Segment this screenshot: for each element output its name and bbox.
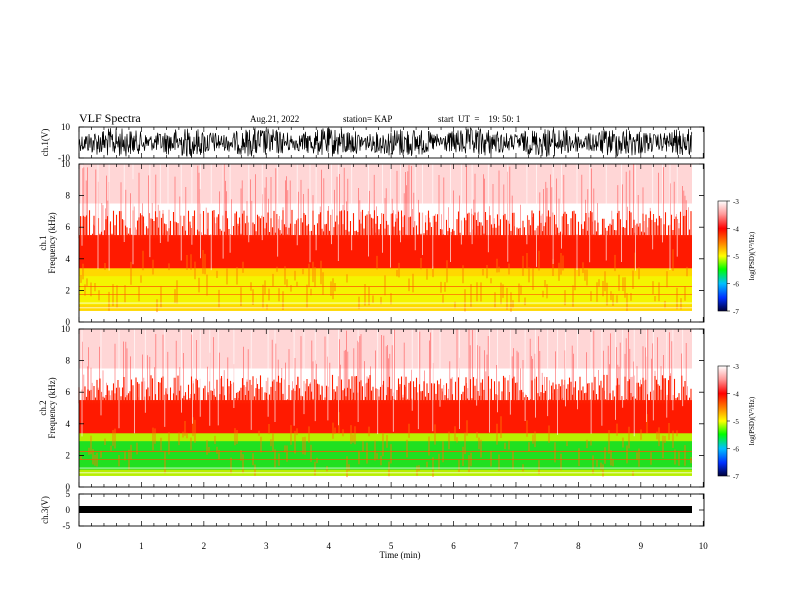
station-label: station= KAP	[343, 114, 393, 124]
ch3-wave-ytick-1: 0	[66, 505, 71, 515]
ch2-cbar-tick-3: -6	[733, 446, 739, 454]
ch1-spec-ytick-5: 10	[61, 159, 71, 169]
ch1-cbar-tick-2: -5	[733, 253, 739, 261]
s2-frame	[78, 328, 705, 488]
xtick-7: 7	[514, 541, 519, 551]
ch2-spec-ytick-3: 6	[66, 387, 71, 397]
ch2-cbar-tick-1: -4	[733, 391, 739, 399]
xtick-8: 8	[576, 541, 581, 551]
ch2-cbar-tick-0: -3	[733, 363, 739, 371]
ch1-image	[78, 164, 692, 322]
ch1-cbar-tick-4: -7	[733, 308, 739, 316]
x-axis-label: Time (min)	[380, 550, 421, 560]
w1-frame	[78, 126, 705, 159]
xtick-0: 0	[77, 541, 82, 551]
ch1-colorbar	[717, 200, 728, 312]
ch2-spec-ytick-4: 8	[66, 356, 71, 366]
xtick-6: 6	[451, 541, 456, 551]
ch2-colorbar	[717, 365, 728, 477]
xtick-3: 3	[264, 541, 269, 551]
ch1-cbar-label: log(PSD)(V²/Hz)	[748, 231, 756, 280]
ch1-spec-ytick-4: 8	[66, 191, 71, 201]
xtick-9: 9	[639, 541, 644, 551]
ch1-spec-ytick-2: 4	[66, 254, 71, 264]
ch2-image	[78, 329, 692, 487]
ch1-wave-ylabel: ch.1(V)	[40, 129, 50, 157]
ch1-trace	[78, 127, 693, 158]
s1-frame	[78, 163, 705, 323]
xtick-10: 10	[699, 541, 709, 551]
ch2-spec-ytick-5: 10	[61, 324, 71, 334]
ch1-spec-ylabel: ch.1Frequency (kHz)	[38, 212, 57, 273]
xtick-5: 5	[389, 541, 394, 551]
ch2-spec-ytick-2: 4	[66, 419, 71, 429]
date-label: Aug.21, 2022	[250, 114, 300, 124]
xtick-2: 2	[202, 541, 207, 551]
ch2-cbar-label: log(PSD)(V²/Hz)	[748, 396, 756, 445]
ch1-cbar-tick-1: -4	[733, 226, 739, 234]
ch2-spec-ylabel: ch.2Frequency (kHz)	[38, 377, 57, 438]
ch1-wave-ytick-1: -10	[58, 153, 70, 163]
ch1-spec-ytick-3: 6	[66, 222, 71, 232]
ch1-spec-ytick-0: 0	[66, 317, 71, 327]
ch1-spec-ytick-1: 2	[66, 285, 71, 295]
xtick-4: 4	[326, 541, 331, 551]
chart-title: VLF Spectra	[79, 111, 141, 125]
ch3-wave-ylabel: ch.3(V)	[40, 496, 50, 524]
ch3-wave-ytick-2: -5	[63, 521, 71, 531]
ch1-cbar-tick-0: -3	[733, 198, 739, 206]
ch3-wave-ytick-0: 5	[66, 489, 71, 499]
ch3-trace	[79, 506, 692, 513]
ch2-cbar-tick-4: -7	[733, 473, 739, 481]
xtick-1: 1	[139, 541, 144, 551]
ch2-cbar-tick-2: -5	[733, 418, 739, 426]
start-time-label: start UT = 19: 50: 1	[438, 114, 521, 124]
ch2-spec-ytick-0: 0	[66, 482, 71, 492]
ch1-wave-ytick-0: 10	[61, 122, 71, 132]
ch2-spec-ytick-1: 2	[66, 450, 71, 460]
ch1-cbar-tick-3: -6	[733, 281, 739, 289]
